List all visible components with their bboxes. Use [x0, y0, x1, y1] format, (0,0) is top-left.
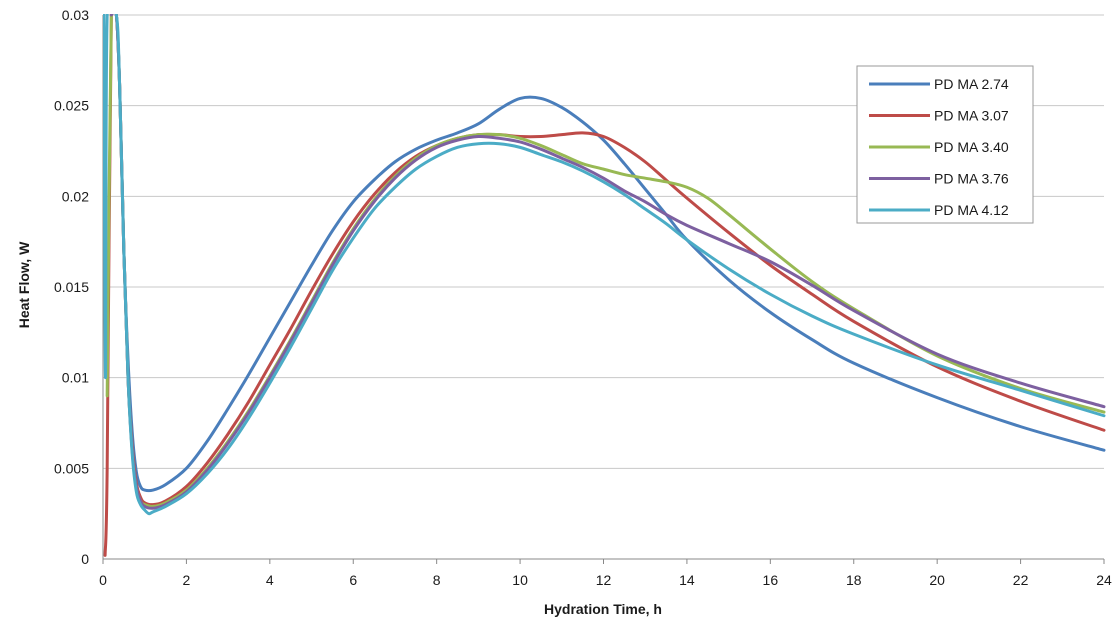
x-tick-label: 24 [1096, 572, 1112, 588]
y-tick-label: 0 [81, 551, 89, 567]
legend: PD MA 2.74 PD MA 3.07 PD MA 3.40 PD MA 3.76… [856, 65, 1034, 224]
y-axis-title: Heat Flow, W [16, 241, 32, 328]
legend-box [856, 65, 1034, 224]
series-line-5 [103, 14, 1106, 516]
x-tick-label: 18 [846, 572, 862, 588]
y-tick-labels: 0 0.005 0.01 0.015 0.02 0.025 0.03 [54, 7, 89, 567]
y-tick-label: 0.01 [62, 370, 89, 386]
x-tick-label: 10 [512, 572, 528, 588]
y-tick-label: 0.015 [54, 279, 89, 295]
x-tick-label: 4 [266, 572, 274, 588]
y-tick-label: 0.03 [62, 7, 89, 23]
x-tick-label: 14 [679, 572, 695, 588]
x-tick-labels: 0 2 4 6 8 10 12 14 16 18 20 22 24 [99, 572, 1112, 588]
x-tick-label: 6 [349, 572, 357, 588]
legend-label: PD MA 4.12 [934, 202, 1009, 218]
x-tick-label: 8 [433, 572, 441, 588]
x-tick-label: 0 [99, 572, 107, 588]
x-tick-label: 20 [929, 572, 945, 588]
y-tick-label: 0.025 [54, 98, 89, 114]
x-tick-label: 16 [763, 572, 779, 588]
legend-items: PD MA 2.74 PD MA 3.07 PD MA 3.40 PD MA 3.76… [869, 76, 1009, 218]
series-lines [103, 14, 1106, 557]
x-tick-label: 22 [1013, 572, 1029, 588]
y-tick-label: 0.02 [62, 188, 89, 204]
legend-label: PD MA 3.40 [934, 139, 1009, 155]
series-line-1 [109, 14, 1106, 493]
legend-label: PD MA 3.07 [934, 108, 1009, 124]
legend-label: PD MA 2.74 [934, 76, 1009, 92]
x-tick-label: 12 [596, 572, 612, 588]
legend-label: PD MA 3.76 [934, 171, 1009, 187]
y-tick-label: 0.005 [54, 460, 89, 476]
x-axis-title: Hydration Time, h [544, 601, 662, 617]
x-tick-label: 2 [183, 572, 191, 588]
